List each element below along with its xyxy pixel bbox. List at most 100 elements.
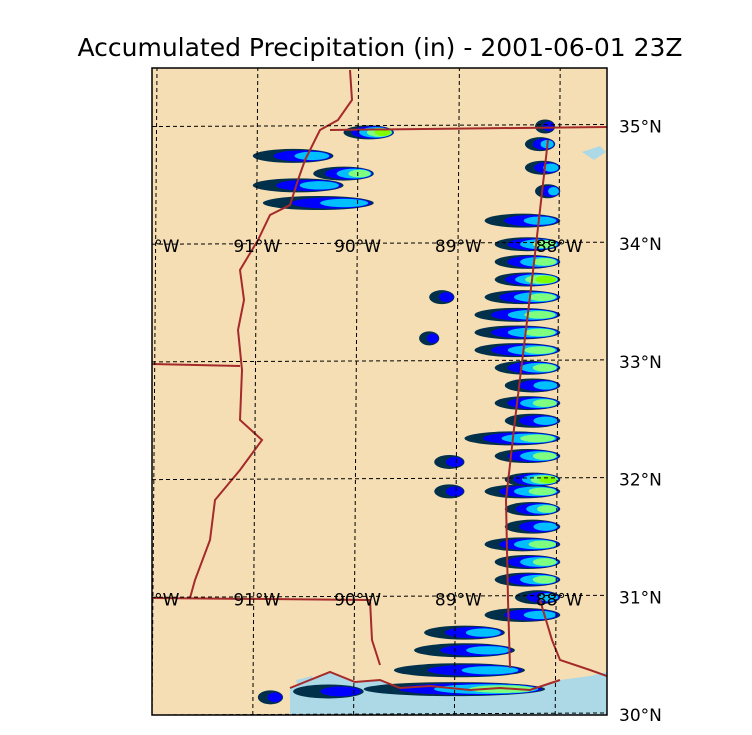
precip-contour (465, 628, 501, 637)
precip-band (474, 307, 561, 322)
precip-contour (528, 540, 556, 549)
precip-band (514, 590, 561, 605)
precip-band (494, 272, 561, 287)
latitude-gridline (152, 712, 607, 715)
longitude-gridline (554, 68, 561, 715)
longitude-tick-label: 92°W (133, 590, 180, 610)
precip-contour (543, 163, 559, 172)
precip-contour (438, 292, 454, 303)
gridlines (152, 68, 607, 715)
latitude-tick-label: 35°N (619, 118, 662, 138)
precip-band (494, 396, 561, 411)
precip-contour (445, 457, 464, 467)
louisiana-mississippi-border (152, 597, 381, 666)
precip-contour (532, 399, 557, 407)
precip-contour (466, 646, 510, 655)
precip-contour (532, 575, 557, 584)
precip-band (524, 137, 556, 152)
precip-contour (532, 558, 557, 566)
mississippi-alabama-border (504, 139, 549, 669)
precip-contour (548, 187, 559, 196)
precip-contour (299, 181, 339, 190)
precip-band (504, 502, 561, 517)
latitude-tick-label: 33°N (619, 353, 662, 373)
precip-band (429, 290, 455, 305)
latitude-labels: 30°N 31°N 32°N 33°N 34°N 35°N (619, 118, 662, 727)
longitude-tick-label: 88°W (536, 590, 583, 610)
precip-band (252, 178, 344, 193)
longitude-tick-label: 90°W (334, 237, 381, 257)
precip-contour (320, 198, 369, 208)
precip-contour (532, 452, 557, 460)
alabama-coast (539, 599, 607, 677)
precip-band (313, 166, 374, 181)
precip-band (393, 663, 525, 678)
precip-band (494, 572, 561, 587)
precip-contour (461, 666, 519, 675)
precip-band (535, 184, 561, 199)
latitude-gridline (152, 241, 607, 245)
precip-band (293, 684, 364, 699)
precip-contour (533, 381, 558, 390)
precip-contour (532, 363, 557, 372)
arkansas-louisiana-border (152, 363, 241, 367)
reservoir-north (582, 146, 606, 160)
precip-contour (535, 275, 557, 284)
precip-band (484, 484, 561, 499)
precip-band (257, 690, 284, 705)
precip-band (434, 484, 465, 499)
precip-band (474, 343, 561, 358)
precip-contour (528, 487, 556, 496)
latitude-gridline (152, 477, 607, 481)
precip-contour (528, 293, 556, 302)
precip-contour (320, 686, 362, 697)
precip-band (484, 213, 561, 228)
precip-band (504, 472, 561, 487)
precip-band (484, 290, 561, 305)
precip-band (504, 519, 561, 534)
precip-contour (542, 121, 555, 132)
precip-band (434, 454, 465, 469)
precip-band (484, 537, 561, 552)
latitude-gridline (152, 124, 607, 127)
latitude-gridline (152, 594, 607, 598)
precip-band (504, 378, 561, 393)
longitude-tick-label: 91°W (233, 237, 280, 257)
precip-contour (523, 216, 557, 225)
longitude-tick-label: 92°W (133, 237, 180, 257)
precip-band (474, 325, 561, 340)
precip-band (504, 413, 561, 428)
precip-contour (374, 128, 391, 137)
longitude-gridline (453, 68, 460, 715)
precip-contour (533, 416, 558, 425)
map-frame (151, 67, 608, 716)
precip-band (414, 643, 515, 658)
precip-contour (426, 333, 439, 344)
precip-band (343, 125, 394, 140)
longitude-gridline (353, 68, 360, 715)
precip-band (524, 160, 561, 175)
latitude-tick-label: 31°N (619, 588, 662, 608)
precip-band (419, 331, 440, 346)
latitude-tick-label: 30°N (619, 706, 662, 726)
precip-contour (520, 434, 555, 443)
precip-band (494, 449, 561, 464)
precip-contour (523, 610, 557, 620)
chart-title: Accumulated Precipitation (in) - 2001-06… (77, 33, 682, 62)
tennessee-border (329, 126, 607, 131)
longitude-tick-label: 88°W (536, 237, 583, 257)
precip-contour (524, 328, 556, 337)
precip-contour (267, 692, 283, 703)
longitude-tick-label: 89°W (435, 590, 482, 610)
precip-contour (445, 486, 464, 497)
precip-contour (524, 346, 556, 354)
latitude-tick-label: 34°N (619, 235, 662, 255)
precip-band (252, 148, 334, 163)
longitude-labels: 92°W 91°W 90°W 89°W 88°W 92°W 91°W 90°W 89°W 88°W (133, 237, 583, 610)
precip-contour (537, 505, 558, 513)
latitude-gridline (152, 359, 607, 363)
precipitation-contours (252, 119, 561, 705)
mississippi-river-border (189, 69, 354, 599)
precip-contour (533, 522, 558, 531)
precip-contour (294, 151, 330, 161)
